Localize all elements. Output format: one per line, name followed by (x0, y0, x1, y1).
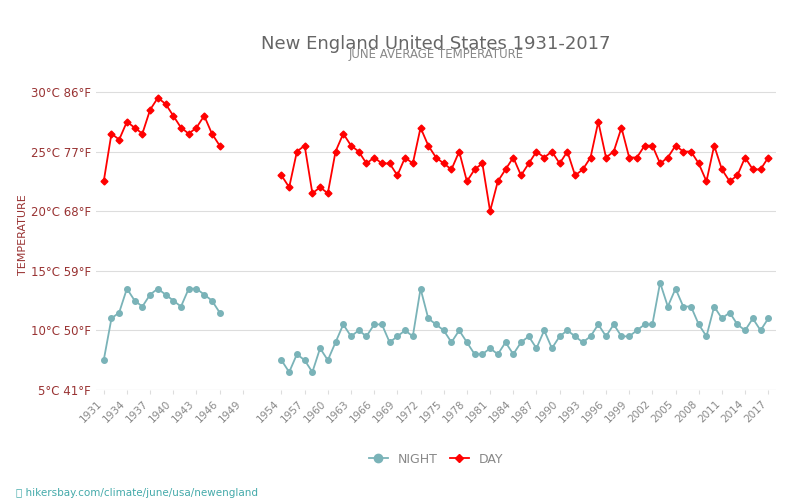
Text: 📍 hikersbay.com/climate/june/usa/newengland: 📍 hikersbay.com/climate/june/usa/newengl… (16, 488, 258, 498)
Y-axis label: TEMPERATURE: TEMPERATURE (18, 194, 28, 276)
Text: JUNE AVERAGE TEMPERATURE: JUNE AVERAGE TEMPERATURE (349, 48, 523, 62)
Title: New England United States 1931-2017: New England United States 1931-2017 (262, 36, 610, 54)
Legend: NIGHT, DAY: NIGHT, DAY (364, 448, 508, 470)
